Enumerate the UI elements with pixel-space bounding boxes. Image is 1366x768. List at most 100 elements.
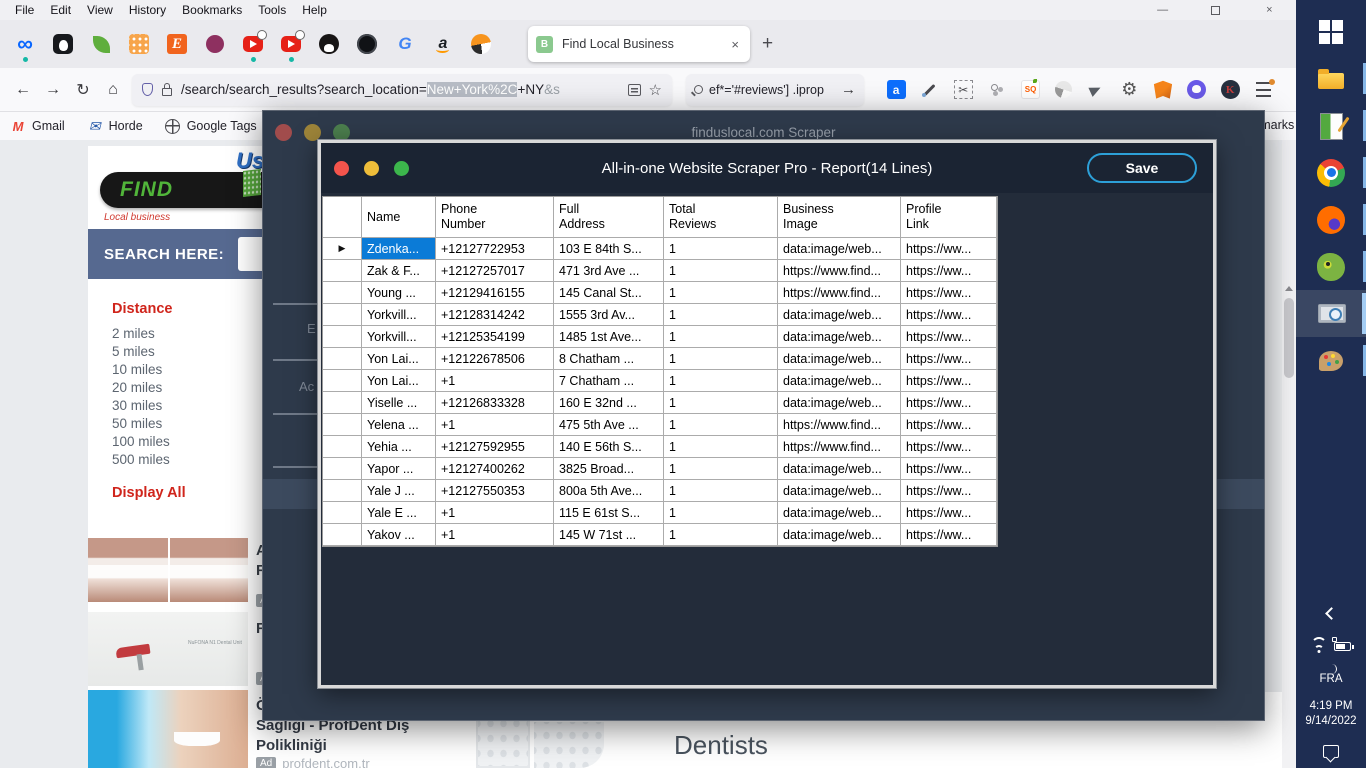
scrollbar-thumb[interactable] bbox=[1284, 298, 1294, 378]
table-cell[interactable]: Zak & F... bbox=[362, 260, 436, 282]
table-cell[interactable]: Yon Lai... bbox=[362, 348, 436, 370]
table-cell[interactable]: https://ww... bbox=[901, 414, 997, 436]
swirl-extension-button[interactable] bbox=[1054, 81, 1072, 98]
kraken-extension-button[interactable] bbox=[1220, 80, 1240, 99]
ad1-title-fragment2[interactable]: F bbox=[256, 562, 266, 579]
distance-option-50-miles[interactable]: 50 miles bbox=[112, 416, 163, 431]
column-header-total[interactable]: Total Reviews bbox=[664, 197, 778, 238]
table-cell[interactable]: Yon Lai... bbox=[362, 370, 436, 392]
zoom-traffic-light[interactable] bbox=[333, 124, 350, 141]
table-cell[interactable]: 1 bbox=[664, 260, 778, 282]
table-cell[interactable]: 145 Canal St... bbox=[554, 282, 664, 304]
taskbar-paint-button[interactable] bbox=[1296, 337, 1366, 384]
table-cell[interactable]: data:image/web... bbox=[778, 524, 901, 546]
table-cell[interactable]: 103 E 84th S... bbox=[554, 238, 664, 260]
swirl-pinned-tab[interactable] bbox=[462, 24, 500, 64]
table-cell[interactable]: Yakov ... bbox=[362, 524, 436, 546]
reload-button[interactable]: ↻ bbox=[76, 81, 90, 99]
distance-option-30-miles[interactable]: 30 miles bbox=[112, 398, 163, 413]
bookmark-star-icon[interactable]: ☆ bbox=[648, 81, 662, 99]
wifi-icon[interactable] bbox=[1311, 637, 1327, 653]
table-cell[interactable]: Yelena ... bbox=[362, 414, 436, 436]
metamask-extension-button[interactable] bbox=[1153, 80, 1173, 99]
menu-view[interactable]: View bbox=[87, 3, 113, 17]
menu-file[interactable]: File bbox=[15, 3, 35, 17]
show-hidden-icons-chevron[interactable] bbox=[1324, 607, 1338, 620]
table-cell[interactable]: https://ww... bbox=[901, 370, 997, 392]
search-go-icon[interactable]: → bbox=[841, 81, 856, 98]
table-cell[interactable]: 1 bbox=[664, 458, 778, 480]
row-selector-cell[interactable] bbox=[323, 370, 362, 392]
taskbar-chameleon-button[interactable] bbox=[1296, 243, 1366, 290]
clock[interactable]: 4:19 PM 9/14/2022 bbox=[1305, 699, 1356, 729]
gear-extension-button[interactable] bbox=[1120, 80, 1139, 99]
grid-pinned-tab[interactable] bbox=[120, 24, 158, 64]
table-cell[interactable]: data:image/web... bbox=[778, 392, 901, 414]
penguin-pinned-tab[interactable] bbox=[44, 24, 82, 64]
table-cell[interactable]: +12127592955 bbox=[436, 436, 554, 458]
table-cell[interactable]: data:image/web... bbox=[778, 480, 901, 502]
table-cell[interactable]: 7 Chatham ... bbox=[554, 370, 664, 392]
table-cell[interactable]: https://ww... bbox=[901, 524, 997, 546]
table-cell[interactable]: 1 bbox=[664, 348, 778, 370]
url-text[interactable]: /search/search_results?search_location=N… bbox=[181, 82, 560, 97]
meta-pinned-tab[interactable] bbox=[6, 24, 44, 64]
table-cell[interactable]: Zdenka... bbox=[362, 238, 436, 260]
language-indicator[interactable]: FRA bbox=[1319, 673, 1343, 685]
menu-help[interactable]: Help bbox=[302, 3, 327, 17]
minimize-traffic-light[interactable] bbox=[364, 160, 379, 176]
reader-view-icon[interactable] bbox=[627, 83, 641, 96]
ad3-title-line1[interactable]: Ö bbox=[256, 696, 268, 716]
action-center-icon[interactable] bbox=[1323, 745, 1339, 758]
scissors-extension-button[interactable] bbox=[953, 80, 973, 99]
table-cell[interactable]: https://www.find... bbox=[778, 414, 901, 436]
bookmark-horde[interactable]: Horde bbox=[87, 118, 143, 134]
taskbar-chrome-button[interactable] bbox=[1296, 149, 1366, 196]
column-header-profile[interactable]: Profile Link bbox=[901, 197, 997, 238]
distance-option-100-miles[interactable]: 100 miles bbox=[112, 434, 170, 449]
table-cell[interactable]: Yale E ... bbox=[362, 502, 436, 524]
reader-a-extension-button[interactable] bbox=[886, 80, 906, 99]
table-cell[interactable]: https://ww... bbox=[901, 392, 997, 414]
table-cell[interactable]: 1 bbox=[664, 502, 778, 524]
menu-history[interactable]: History bbox=[128, 3, 167, 17]
minimize-traffic-light[interactable] bbox=[304, 124, 321, 141]
row-selector-cell[interactable] bbox=[323, 282, 362, 304]
table-cell[interactable]: data:image/web... bbox=[778, 238, 901, 260]
table-cell[interactable]: +12128314242 bbox=[436, 304, 554, 326]
table-cell[interactable]: +12129416155 bbox=[436, 282, 554, 304]
table-cell[interactable]: https://www.find... bbox=[778, 260, 901, 282]
ad3-source[interactable]: Ad profdent.com.tr bbox=[256, 756, 370, 768]
table-cell[interactable]: 1 bbox=[664, 304, 778, 326]
table-cell[interactable]: https://ww... bbox=[901, 326, 997, 348]
table-cell[interactable]: 1 bbox=[664, 480, 778, 502]
row-selector-cell[interactable] bbox=[323, 480, 362, 502]
bookmark-gmail[interactable]: Gmail bbox=[10, 118, 65, 134]
table-cell[interactable]: +1 bbox=[436, 502, 554, 524]
column-header-phone[interactable]: Phone Number bbox=[436, 197, 554, 238]
new-tab-button[interactable]: + bbox=[762, 33, 774, 54]
table-cell[interactable]: https://ww... bbox=[901, 502, 997, 524]
table-cell[interactable]: 1 bbox=[664, 326, 778, 348]
row-selector-cell[interactable] bbox=[323, 524, 362, 546]
taskbar-firefox-button[interactable] bbox=[1296, 196, 1366, 243]
back-button[interactable]: ← bbox=[15, 80, 31, 98]
forward-button[interactable]: → bbox=[45, 80, 61, 98]
table-cell[interactable]: 1 bbox=[664, 238, 778, 260]
table-cell[interactable]: data:image/web... bbox=[778, 326, 901, 348]
table-cell[interactable]: data:image/web... bbox=[778, 458, 901, 480]
table-cell[interactable]: Yorkvill... bbox=[362, 326, 436, 348]
ad-image-smile[interactable] bbox=[88, 690, 248, 768]
youtube2-pinned-tab[interactable] bbox=[272, 24, 310, 64]
page-scrollbar[interactable] bbox=[1282, 280, 1296, 768]
distance-option-20-miles[interactable]: 20 miles bbox=[112, 380, 163, 395]
table-cell[interactable]: 8 Chatham ... bbox=[554, 348, 664, 370]
table-cell[interactable]: https://ww... bbox=[901, 304, 997, 326]
circle-pinned-tab[interactable] bbox=[196, 24, 234, 64]
minimize-button[interactable]: — bbox=[1157, 4, 1169, 16]
row-selector-cell[interactable] bbox=[323, 436, 362, 458]
taskbar-notes-button[interactable] bbox=[1296, 102, 1366, 149]
distance-option-5-miles[interactable]: 5 miles bbox=[112, 344, 155, 359]
distance-option-500-miles[interactable]: 500 miles bbox=[112, 452, 170, 467]
amazon-pinned-tab[interactable] bbox=[424, 24, 462, 64]
